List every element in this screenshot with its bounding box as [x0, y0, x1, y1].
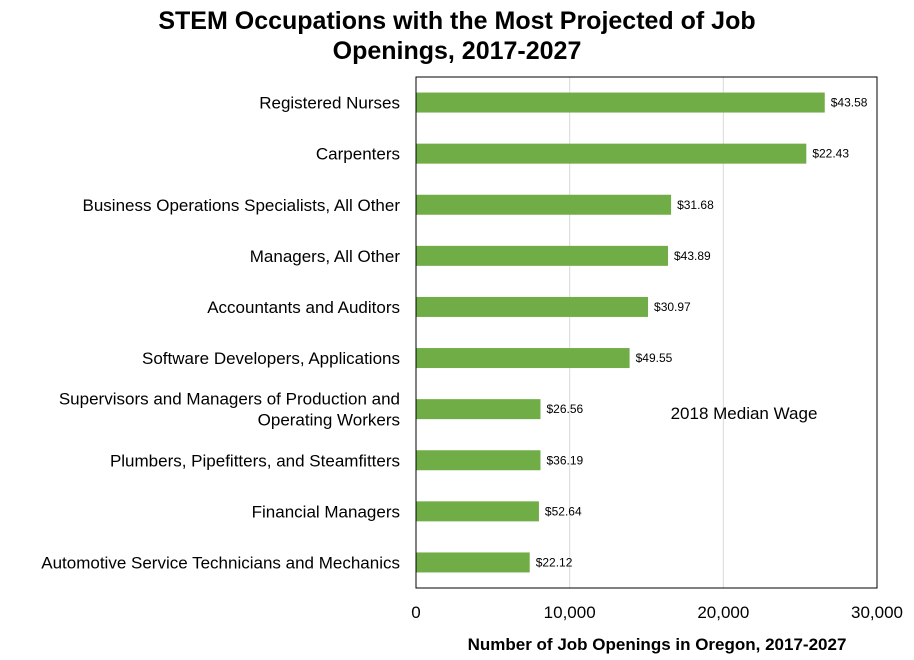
category-labels: Registered Nurses Carpenters Business Oper…: [41, 94, 400, 573]
bar: [416, 245, 669, 266]
bar: [416, 450, 541, 471]
data-label: $43.89: [674, 249, 711, 263]
bar: [416, 552, 530, 573]
category-label: Registered Nurses: [259, 94, 400, 113]
data-label: $31.68: [677, 198, 714, 212]
category-label: Financial Managers: [252, 502, 400, 521]
chart-title: STEM Occupations with the Most Projected…: [0, 6, 914, 66]
bar: [416, 501, 539, 522]
category-label: Plumbers, Pipefitters, and Steamfitters: [110, 451, 400, 470]
data-label: $26.56: [546, 402, 583, 416]
chart-title-line-2: Openings, 2017-2027: [332, 37, 582, 65]
x-tick-labels: 0 10,000 20,000 30,000: [411, 603, 903, 622]
bar: [416, 194, 672, 215]
bar: [416, 92, 825, 113]
category-label: Supervisors and Managers of Production a…: [59, 390, 400, 409]
data-label: $36.19: [546, 453, 583, 467]
data-label: $49.55: [636, 351, 673, 365]
x-tick-label: 10,000: [544, 603, 596, 622]
data-label: $43.58: [831, 96, 868, 110]
x-tick-label: 0: [411, 603, 420, 622]
x-axis-title: Number of Job Openings in Oregon, 2017-2…: [468, 635, 847, 654]
bars: [416, 92, 825, 573]
data-label: $22.43: [812, 147, 849, 161]
category-label: Business Operations Specialists, All Oth…: [83, 196, 401, 215]
category-label: Accountants and Auditors: [207, 298, 400, 317]
data-label: $52.64: [545, 504, 582, 518]
data-label: $30.97: [654, 300, 691, 314]
chart-title-line-1: STEM Occupations with the Most Projected…: [158, 7, 756, 35]
x-tick-label: 30,000: [851, 603, 903, 622]
data-label: $22.12: [536, 555, 573, 569]
category-label: Software Developers, Applications: [142, 349, 400, 368]
data-labels: $43.58 $22.43 $31.68 $43.89 $30.97 $49.55 $26.…: [536, 96, 868, 570]
bar: [416, 399, 541, 420]
median-wage-annotation: 2018 Median Wage: [671, 404, 818, 423]
category-label: Carpenters: [316, 145, 400, 164]
plot-area-border: [415, 76, 878, 589]
bar: [416, 348, 630, 369]
bar: [416, 143, 807, 164]
category-label: Automotive Service Technicians and Mecha…: [41, 553, 400, 572]
category-label: Operating Workers: [258, 411, 400, 430]
category-label: Managers, All Other: [250, 247, 401, 266]
x-tick-label: 20,000: [697, 603, 749, 622]
bar: [416, 296, 649, 317]
